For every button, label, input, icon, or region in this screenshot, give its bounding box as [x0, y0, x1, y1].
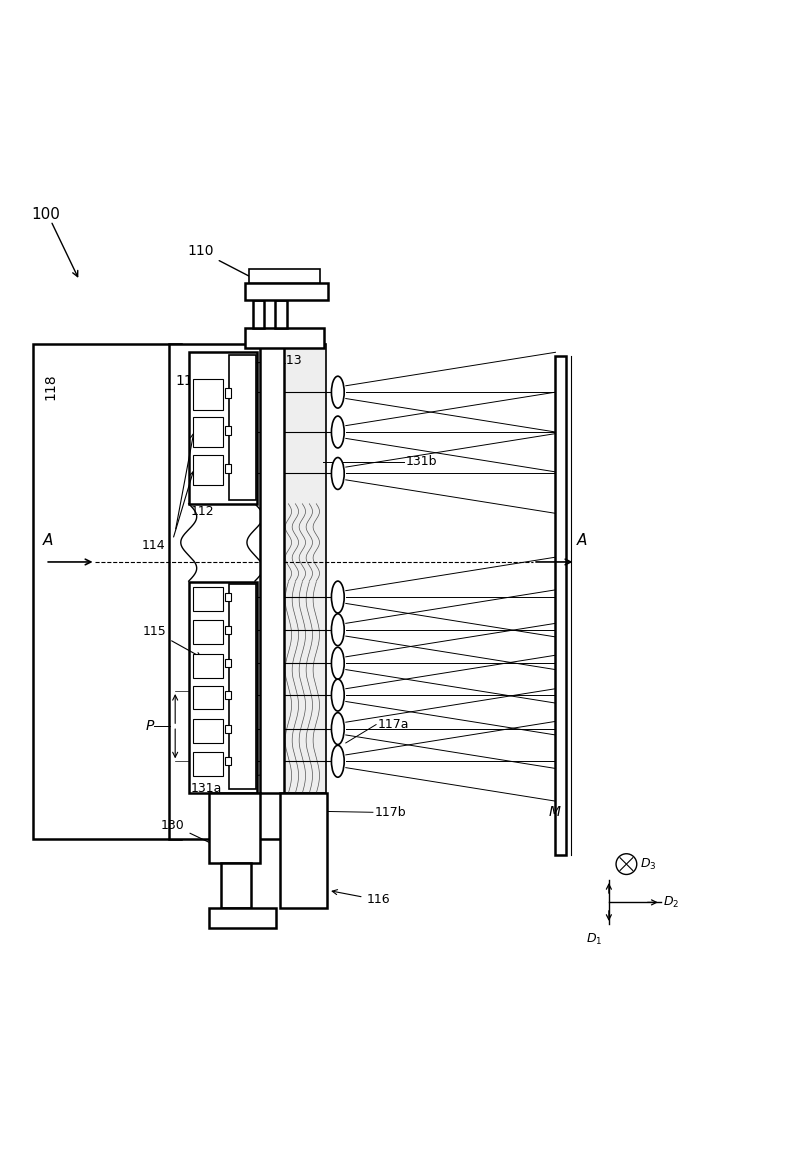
Text: 114: 114 — [141, 539, 165, 552]
Bar — [245, 328, 324, 349]
Text: 117b: 117b — [374, 806, 406, 818]
Bar — [193, 752, 223, 775]
Ellipse shape — [331, 416, 344, 449]
Text: 110: 110 — [187, 245, 285, 294]
Bar — [193, 588, 223, 612]
Bar — [193, 654, 223, 678]
Bar — [209, 793, 261, 862]
Text: 112: 112 — [190, 505, 214, 518]
Bar — [221, 862, 251, 907]
Text: 115: 115 — [142, 625, 201, 657]
Text: $D_2$: $D_2$ — [663, 895, 679, 910]
Bar — [261, 344, 285, 793]
Bar — [193, 417, 223, 447]
Bar — [193, 379, 223, 409]
Bar — [193, 719, 223, 743]
Bar — [193, 455, 223, 486]
Bar — [189, 582, 257, 793]
Bar — [225, 626, 231, 634]
Text: 117a: 117a — [378, 719, 409, 731]
Ellipse shape — [331, 581, 344, 613]
Bar — [225, 593, 231, 602]
Ellipse shape — [331, 458, 344, 489]
Text: 131b: 131b — [406, 455, 437, 468]
Text: M: M — [548, 806, 560, 819]
Text: 131a: 131a — [191, 782, 222, 795]
Bar — [193, 620, 223, 644]
Text: $D_1$: $D_1$ — [586, 932, 602, 947]
Text: $D_3$: $D_3$ — [640, 857, 657, 872]
Bar — [225, 691, 231, 699]
Bar — [34, 344, 181, 839]
Bar — [249, 269, 320, 283]
Text: P: P — [146, 720, 154, 734]
Bar — [225, 757, 231, 765]
Ellipse shape — [331, 647, 344, 679]
Bar — [555, 356, 566, 854]
Bar — [253, 300, 265, 328]
Bar — [169, 344, 316, 839]
Text: 100: 100 — [32, 206, 61, 221]
Bar — [229, 584, 257, 789]
Bar — [209, 907, 277, 928]
Bar — [229, 355, 257, 500]
Text: A: A — [577, 533, 587, 547]
Bar — [245, 283, 328, 300]
Text: 116: 116 — [332, 890, 390, 906]
Bar — [225, 464, 231, 474]
Text: 118: 118 — [44, 373, 58, 400]
Ellipse shape — [331, 713, 344, 744]
Bar — [225, 388, 231, 398]
Text: A: A — [43, 533, 54, 547]
Ellipse shape — [331, 377, 344, 408]
Text: 113: 113 — [241, 353, 302, 366]
Ellipse shape — [331, 745, 344, 778]
Bar — [193, 685, 223, 709]
Bar — [225, 425, 231, 435]
Text: 130: 130 — [161, 818, 219, 847]
Bar — [275, 300, 286, 328]
Text: 111: 111 — [175, 374, 202, 388]
Bar — [225, 659, 231, 668]
Bar — [281, 793, 326, 907]
Ellipse shape — [331, 614, 344, 646]
Bar — [285, 344, 326, 793]
Ellipse shape — [331, 679, 344, 710]
Bar — [225, 724, 231, 732]
Bar — [189, 352, 257, 504]
